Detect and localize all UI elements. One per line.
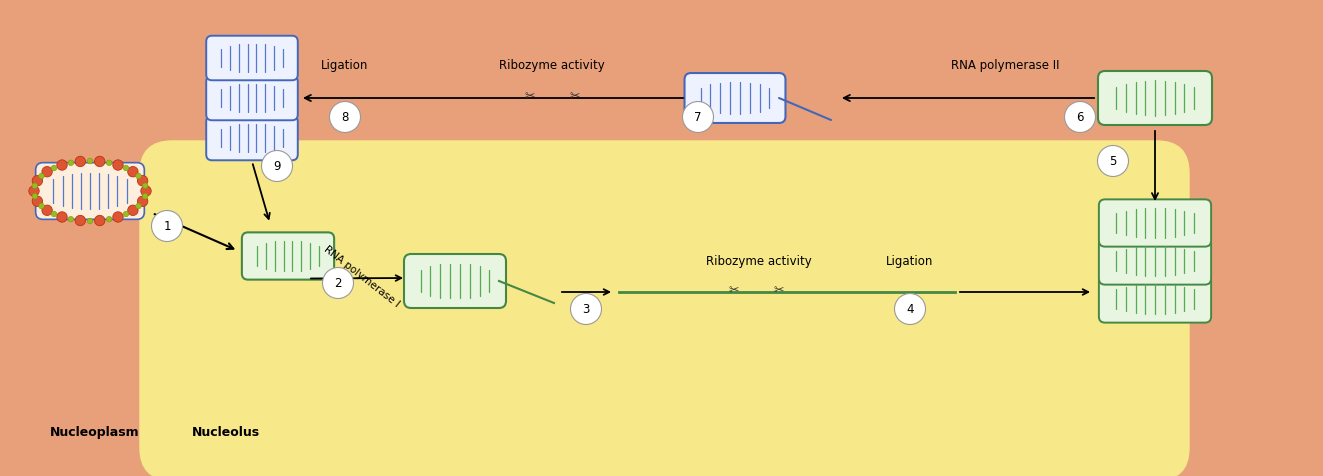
FancyBboxPatch shape bbox=[206, 37, 298, 81]
Circle shape bbox=[52, 166, 57, 171]
Text: RNA polymerase I: RNA polymerase I bbox=[321, 244, 401, 308]
Circle shape bbox=[87, 159, 93, 164]
Circle shape bbox=[123, 166, 128, 171]
Text: 9: 9 bbox=[274, 160, 280, 173]
Circle shape bbox=[42, 167, 53, 178]
Circle shape bbox=[152, 211, 183, 242]
Circle shape bbox=[106, 217, 112, 222]
Circle shape bbox=[143, 194, 148, 199]
Text: 7: 7 bbox=[695, 111, 701, 124]
Circle shape bbox=[38, 204, 44, 209]
Circle shape bbox=[570, 294, 602, 325]
Circle shape bbox=[329, 102, 360, 133]
Circle shape bbox=[42, 206, 53, 216]
Text: 8: 8 bbox=[341, 111, 349, 124]
Circle shape bbox=[323, 268, 353, 299]
Text: 1: 1 bbox=[163, 220, 171, 233]
FancyBboxPatch shape bbox=[1098, 72, 1212, 126]
Circle shape bbox=[683, 102, 713, 133]
Circle shape bbox=[262, 151, 292, 182]
Circle shape bbox=[138, 197, 148, 207]
Text: 3: 3 bbox=[582, 303, 590, 316]
Circle shape bbox=[140, 187, 151, 197]
Circle shape bbox=[136, 204, 142, 209]
Text: Nucleolus: Nucleolus bbox=[192, 425, 261, 438]
Text: 4: 4 bbox=[906, 303, 914, 316]
Text: Nucleoplasm: Nucleoplasm bbox=[50, 425, 140, 438]
Circle shape bbox=[87, 219, 93, 224]
Circle shape bbox=[67, 217, 74, 222]
Text: ✂: ✂ bbox=[729, 284, 740, 297]
Circle shape bbox=[112, 160, 123, 171]
Text: RNA polymerase II: RNA polymerase II bbox=[951, 59, 1060, 72]
Text: Ribozyme activity: Ribozyme activity bbox=[706, 255, 812, 268]
Text: ✂: ✂ bbox=[774, 284, 785, 297]
FancyBboxPatch shape bbox=[684, 74, 786, 124]
Circle shape bbox=[1098, 146, 1129, 177]
Text: Ligation: Ligation bbox=[886, 255, 934, 268]
Circle shape bbox=[94, 157, 105, 167]
Circle shape bbox=[29, 187, 40, 197]
Text: ✂: ✂ bbox=[525, 90, 536, 103]
Circle shape bbox=[57, 160, 67, 171]
Circle shape bbox=[143, 184, 148, 189]
Circle shape bbox=[1065, 102, 1095, 133]
Circle shape bbox=[106, 161, 112, 166]
Circle shape bbox=[32, 184, 37, 189]
Circle shape bbox=[123, 212, 128, 218]
Circle shape bbox=[67, 161, 74, 166]
Text: 5: 5 bbox=[1109, 155, 1117, 168]
FancyBboxPatch shape bbox=[140, 142, 1189, 476]
Circle shape bbox=[38, 174, 44, 179]
Circle shape bbox=[136, 174, 142, 179]
Circle shape bbox=[128, 167, 138, 178]
FancyBboxPatch shape bbox=[404, 255, 505, 308]
Text: Ligation: Ligation bbox=[321, 59, 369, 72]
Circle shape bbox=[75, 157, 86, 167]
FancyBboxPatch shape bbox=[1099, 238, 1211, 285]
FancyBboxPatch shape bbox=[242, 233, 335, 280]
Circle shape bbox=[128, 206, 138, 216]
Text: 6: 6 bbox=[1076, 111, 1084, 124]
Circle shape bbox=[138, 176, 148, 187]
Text: ✂: ✂ bbox=[570, 90, 581, 103]
FancyBboxPatch shape bbox=[206, 77, 298, 121]
Text: Ribozyme activity: Ribozyme activity bbox=[499, 59, 605, 72]
Text: 2: 2 bbox=[335, 277, 341, 290]
Circle shape bbox=[32, 194, 37, 199]
Circle shape bbox=[75, 216, 86, 226]
Circle shape bbox=[94, 216, 105, 226]
Circle shape bbox=[894, 294, 926, 325]
FancyBboxPatch shape bbox=[1099, 276, 1211, 323]
Circle shape bbox=[52, 212, 57, 218]
FancyBboxPatch shape bbox=[1099, 200, 1211, 247]
Circle shape bbox=[57, 212, 67, 223]
Circle shape bbox=[32, 197, 42, 207]
Circle shape bbox=[32, 176, 42, 187]
FancyBboxPatch shape bbox=[36, 163, 144, 220]
FancyBboxPatch shape bbox=[206, 117, 298, 161]
Circle shape bbox=[112, 212, 123, 223]
